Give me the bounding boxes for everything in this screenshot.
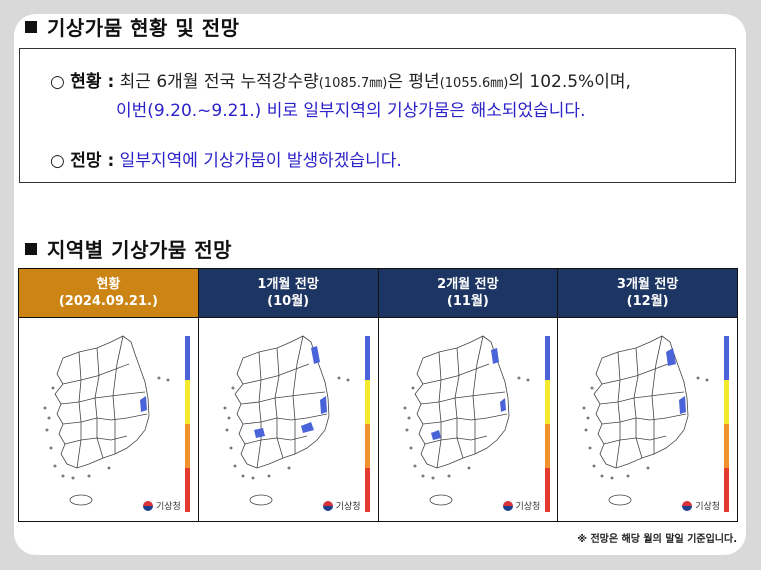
korea-map-icon	[43, 335, 170, 506]
kma-emblem-icon	[502, 501, 513, 511]
drought-area	[679, 396, 687, 414]
footnote: ※ 전망은 해당 월의 말일 기준입니다.	[577, 534, 737, 545]
legend-scale	[185, 336, 190, 512]
status-label: 현황 :	[70, 72, 115, 92]
map-cell-2month: 기상청	[377, 317, 559, 522]
drought-area	[300, 422, 314, 433]
square-bullet-icon	[25, 21, 37, 33]
map-cell-1month: 기상청	[197, 317, 379, 522]
map-cell-current: 기상청	[18, 317, 199, 522]
drought-area	[430, 430, 441, 440]
square-bullet-icon	[25, 243, 37, 255]
status-value-b: (1055.6㎜)	[439, 76, 509, 91]
circle-bullet: ○	[50, 72, 65, 92]
drought-area	[319, 396, 327, 414]
regional-outlook-table: 현황 (2024.09.21.) 1개월 전망 (10월) 2개월 전망 (11월) …	[18, 268, 738, 522]
status-text-a: 최근 6개월 전국 누적강수량	[119, 72, 319, 92]
status-text-c: 의 102.5%이며,	[508, 72, 631, 92]
drought-area	[310, 346, 320, 364]
kma-logo: 기상청	[143, 499, 181, 512]
status-line2: 이번(9.20.~9.21.) 비로 일부지역의 기상가뭄은 해소되었습니다.	[116, 101, 586, 121]
section-title-regional: 지역별 기상가뭄 전망	[25, 234, 232, 263]
column-header-3month: 3개월 전망 (12월)	[557, 268, 738, 318]
kma-emblem-icon	[143, 501, 153, 511]
legend-scale	[544, 336, 550, 512]
outlook-label: 전망 :	[70, 151, 115, 171]
section-title-status: 기상가뭄 현황 및 전망	[25, 12, 240, 41]
korea-map-icon	[582, 335, 709, 506]
korea-map-icon	[403, 335, 529, 506]
legend-scale	[364, 336, 370, 512]
kma-logo: 기상청	[682, 499, 720, 512]
kma-emblem-icon	[682, 501, 693, 511]
kma-emblem-icon	[322, 501, 333, 511]
circle-bullet: ○	[50, 151, 65, 171]
kma-logo: 기상청	[502, 499, 540, 512]
column-header-current: 현황 (2024.09.21.)	[18, 268, 199, 318]
drought-area	[499, 398, 506, 412]
korea-map-icon	[223, 335, 350, 506]
status-value-a: (1085.7㎜)	[318, 76, 388, 91]
drought-area	[140, 396, 147, 412]
status-text-b: 은 평년	[387, 72, 440, 92]
kma-logo: 기상청	[322, 499, 361, 512]
section-title-text: 지역별 기상가뭄 전망	[47, 238, 233, 262]
column-header-1month: 1개월 전망 (10월)	[197, 268, 379, 318]
outlook-line: ○ 전망 : 일부지역에 기상가뭄이 발생하겠습니다.	[50, 146, 402, 171]
summary-box: ○ 현황 : 최근 6개월 전국 누적강수량(1085.7㎜)은 평년(1055…	[19, 48, 736, 183]
map-cell-3month: 기상청	[557, 317, 738, 522]
drought-area	[253, 428, 265, 438]
drought-area	[666, 348, 677, 366]
column-header-2month: 2개월 전망 (11월)	[377, 268, 559, 318]
legend-scale	[724, 336, 730, 512]
status-line: ○ 현황 : 최근 6개월 전국 누적강수량(1085.7㎜)은 평년(1055…	[50, 67, 631, 92]
outlook-text: 일부지역에 기상가뭄이 발생하겠습니다.	[119, 151, 402, 171]
section-title-text: 기상가뭄 현황 및 전망	[47, 16, 240, 40]
drought-area	[490, 348, 499, 364]
